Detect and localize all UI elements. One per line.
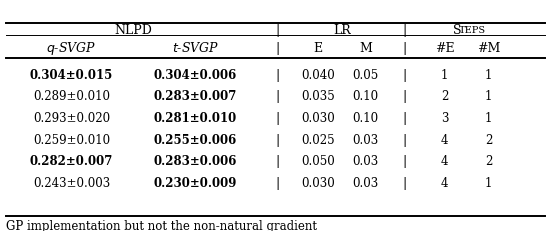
Text: 0.03: 0.03 xyxy=(353,133,379,146)
Text: 0.025: 0.025 xyxy=(301,133,335,146)
Text: 0.050: 0.050 xyxy=(301,155,335,167)
Text: |: | xyxy=(276,176,280,189)
Text: 1: 1 xyxy=(485,112,492,125)
Text: 0.282±0.007: 0.282±0.007 xyxy=(30,155,113,167)
Text: 1: 1 xyxy=(485,176,492,189)
Text: 0.03: 0.03 xyxy=(353,155,379,167)
Text: |: | xyxy=(276,155,280,167)
Text: GP implementation but not the non-natural gradient: GP implementation but not the non-natura… xyxy=(6,219,316,231)
Text: 0.040: 0.040 xyxy=(301,69,335,82)
Text: 0.259±0.010: 0.259±0.010 xyxy=(33,133,110,146)
Text: 1: 1 xyxy=(441,69,448,82)
Text: |: | xyxy=(276,133,280,146)
Text: 0.10: 0.10 xyxy=(353,90,379,103)
Text: 0.243±0.003: 0.243±0.003 xyxy=(33,176,110,189)
Text: 0.283±0.006: 0.283±0.006 xyxy=(153,155,237,167)
Text: |: | xyxy=(402,41,406,54)
Text: #M: #M xyxy=(477,41,500,54)
Text: 0.304±0.006: 0.304±0.006 xyxy=(153,69,237,82)
Text: $q$-SVGP: $q$-SVGP xyxy=(46,39,97,56)
Text: 0.03: 0.03 xyxy=(353,176,379,189)
Text: 2: 2 xyxy=(485,133,492,146)
Text: 0.05: 0.05 xyxy=(353,69,379,82)
Text: 4: 4 xyxy=(441,133,448,146)
Text: 0.293±0.020: 0.293±0.020 xyxy=(33,112,110,125)
Text: |: | xyxy=(402,90,406,103)
Text: 0.030: 0.030 xyxy=(301,112,335,125)
Text: 0.035: 0.035 xyxy=(301,90,335,103)
Text: #E: #E xyxy=(434,41,454,54)
Text: 0.281±0.010: 0.281±0.010 xyxy=(153,112,237,125)
Text: 0.10: 0.10 xyxy=(353,112,379,125)
Text: 2: 2 xyxy=(441,90,448,103)
Text: |: | xyxy=(276,24,280,36)
Text: |: | xyxy=(402,69,406,82)
Text: |: | xyxy=(402,133,406,146)
Text: |: | xyxy=(276,41,280,54)
Text: TEPS: TEPS xyxy=(459,26,486,34)
Text: 0.304±0.015: 0.304±0.015 xyxy=(30,69,113,82)
Text: |: | xyxy=(402,112,406,125)
Text: 0.283±0.007: 0.283±0.007 xyxy=(153,90,237,103)
Text: 4: 4 xyxy=(441,155,448,167)
Text: |: | xyxy=(276,90,280,103)
Text: $t$-SVGP: $t$-SVGP xyxy=(172,41,219,55)
Text: E: E xyxy=(314,41,322,54)
Text: NLPD: NLPD xyxy=(114,24,152,36)
Text: 0.030: 0.030 xyxy=(301,176,335,189)
Text: M: M xyxy=(359,41,372,54)
Text: |: | xyxy=(276,69,280,82)
Text: |: | xyxy=(276,112,280,125)
Text: |: | xyxy=(402,176,406,189)
Text: 3: 3 xyxy=(441,112,448,125)
Text: S: S xyxy=(453,24,461,36)
Text: 0.230±0.009: 0.230±0.009 xyxy=(153,176,237,189)
Text: 2: 2 xyxy=(485,155,492,167)
Text: 1: 1 xyxy=(485,69,492,82)
Text: 0.255±0.006: 0.255±0.006 xyxy=(153,133,237,146)
Text: 1: 1 xyxy=(485,90,492,103)
Text: 4: 4 xyxy=(441,176,448,189)
Text: |: | xyxy=(402,155,406,167)
Text: 0.289±0.010: 0.289±0.010 xyxy=(33,90,110,103)
Text: |: | xyxy=(402,24,406,36)
Text: LR: LR xyxy=(333,24,351,36)
